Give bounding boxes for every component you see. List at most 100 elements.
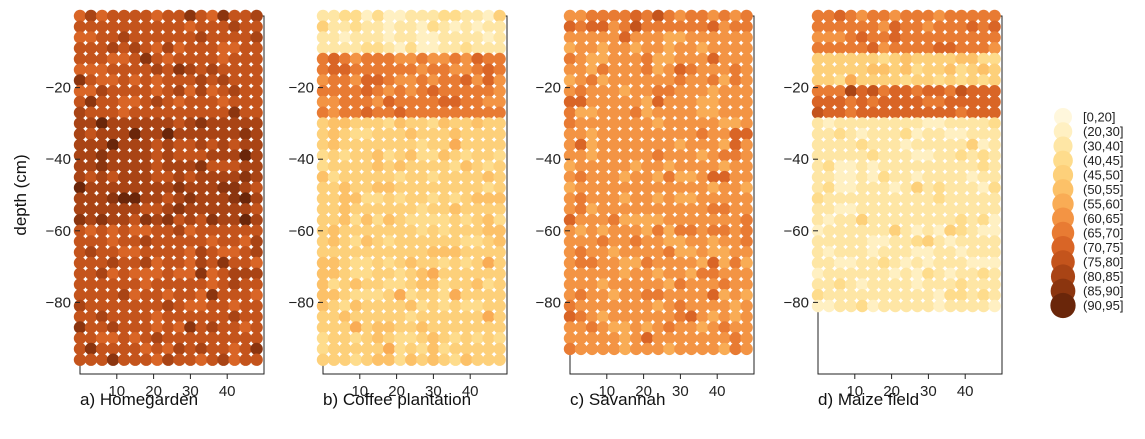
data-point <box>184 31 197 44</box>
data-point <box>195 246 208 259</box>
data-point <box>140 127 153 141</box>
data-point <box>438 235 451 248</box>
data-point <box>460 117 473 130</box>
data-point <box>933 138 946 152</box>
data-point <box>106 9 120 23</box>
data-point <box>140 160 153 173</box>
data-point <box>933 246 946 259</box>
data-point <box>327 289 341 302</box>
data-point <box>184 267 197 280</box>
data-point <box>416 74 429 87</box>
data-point <box>471 267 484 280</box>
legend-label: (70,75] <box>1083 240 1123 255</box>
data-point <box>889 9 902 23</box>
data-point <box>471 192 484 205</box>
x-tick-label: 20 <box>635 383 652 400</box>
data-point <box>228 85 241 98</box>
data-point <box>988 213 1001 227</box>
data-point <box>416 31 429 44</box>
legend-label: (20,30] <box>1083 124 1123 139</box>
data-point <box>641 213 654 227</box>
data-point <box>630 235 643 248</box>
data-point <box>911 9 924 23</box>
data-point <box>106 353 120 366</box>
data-point <box>867 160 880 173</box>
data-point <box>416 127 429 141</box>
data-point <box>460 203 473 216</box>
data-point <box>563 127 577 141</box>
data-point <box>405 31 418 44</box>
data-point <box>405 278 418 291</box>
data-point <box>822 203 836 216</box>
data-point <box>822 127 836 141</box>
data-point <box>372 299 385 313</box>
data-point <box>878 256 891 270</box>
data-point <box>416 332 429 345</box>
data-point <box>619 310 632 323</box>
data-point <box>338 213 352 227</box>
data-point <box>316 299 330 313</box>
data-point <box>151 332 164 345</box>
data-point <box>327 117 341 130</box>
data-point <box>574 181 588 194</box>
data-point <box>652 310 665 323</box>
data-point <box>250 299 263 313</box>
data-point <box>944 203 957 216</box>
data-point <box>977 181 990 194</box>
data-point <box>250 267 263 280</box>
data-point <box>106 224 120 237</box>
data-point <box>250 235 263 248</box>
data-point <box>977 31 990 44</box>
data-point <box>900 267 913 280</box>
data-point <box>217 246 230 259</box>
data-point <box>95 332 109 345</box>
data-point <box>129 310 142 323</box>
data-point <box>977 95 990 109</box>
data-point <box>663 256 676 270</box>
data-point <box>493 353 506 366</box>
data-point <box>217 192 230 205</box>
data-point <box>563 63 577 76</box>
data-point <box>493 42 506 55</box>
data-point <box>416 9 429 23</box>
data-point <box>184 20 197 33</box>
data-point <box>740 160 753 173</box>
data-point <box>383 289 396 302</box>
data-point <box>652 20 665 33</box>
data-point <box>206 170 219 184</box>
data-point <box>73 278 87 291</box>
data-point <box>151 213 164 227</box>
data-point <box>338 9 352 23</box>
data-point <box>361 170 374 184</box>
data-point <box>630 310 643 323</box>
data-point <box>696 332 709 345</box>
data-point <box>118 31 131 44</box>
data-point <box>106 85 120 98</box>
data-point <box>740 74 753 87</box>
data-point <box>383 9 396 23</box>
data-point <box>685 106 698 119</box>
data-point <box>889 289 902 302</box>
data-point <box>383 332 396 345</box>
data-point <box>416 203 429 216</box>
data-point <box>106 138 120 152</box>
data-point <box>449 170 462 184</box>
data-point <box>129 267 142 280</box>
data-point <box>696 181 709 194</box>
data-point <box>563 52 577 66</box>
data-point <box>471 149 484 162</box>
data-point <box>889 256 902 270</box>
data-point <box>977 224 990 237</box>
data-point <box>641 52 654 66</box>
data-point <box>911 267 924 280</box>
data-point <box>811 117 825 130</box>
data-point <box>596 310 610 323</box>
data-point <box>361 278 374 291</box>
data-point <box>988 31 1001 44</box>
data-point <box>405 74 418 87</box>
data-point <box>707 9 720 23</box>
data-point <box>740 267 753 280</box>
data-point <box>574 246 588 259</box>
data-point <box>652 170 665 184</box>
data-point <box>966 267 979 280</box>
